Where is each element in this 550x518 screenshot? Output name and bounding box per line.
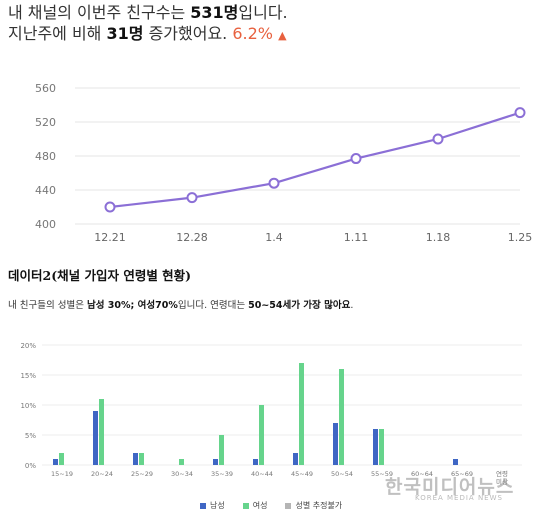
x-tick-label: 55~59 [371, 470, 393, 478]
x-tick-label: 25~29 [131, 470, 153, 478]
series-line [109, 111, 521, 209]
bar [93, 411, 98, 465]
chart-legend: 남성 여성 성별 추정불가 [200, 500, 342, 511]
x-tick-label: 35~39 [211, 470, 233, 478]
legend-label: 성별 추정불가 [295, 501, 343, 510]
summary-text: 입니다. 연령대는 [177, 300, 249, 311]
bar [179, 459, 184, 465]
bar [139, 453, 144, 465]
y-tick-label: 10% [20, 402, 36, 410]
data-point [104, 201, 116, 213]
friend-count-line-chart: 400 440 480 520 560 12.21 12.28 1.4 1.11 1.18 1.25 [35, 82, 533, 244]
x-tick-label: 1.4 [265, 231, 283, 244]
bar [333, 423, 338, 465]
x-tick-label: 30~34 [171, 470, 193, 478]
watermark-subtitle: KOREA MEDIA NEWS [415, 494, 503, 502]
legend-item: 성별 추정불가 [285, 500, 342, 511]
x-tick-label: 연령 [496, 470, 508, 478]
data-point [186, 192, 198, 204]
legend-swatch [285, 502, 292, 509]
growth-percent: 6.2% [232, 24, 274, 43]
legend-label: 남성 [210, 501, 225, 510]
x-tick-label: 60~64 [411, 470, 433, 478]
bar [253, 459, 258, 465]
bar [373, 429, 378, 465]
legend-swatch [200, 502, 206, 509]
section-title: 데이터2(채널 가입자 연령별 현황) [8, 268, 192, 283]
summary-text: 내 친구들의 성별은 [8, 300, 87, 311]
top-age-group: 50~54세가 가장 많아요 [248, 300, 351, 311]
friend-delta: 31명 [106, 24, 144, 43]
y-tick-label: 15% [20, 372, 36, 380]
gender-age-summary: 내 친구들의 성별은 남성 30%; 여성70%입니다. 연령대는 50~54세… [8, 297, 353, 311]
y-tick-label: 400 [35, 218, 56, 231]
header-text: 입니다. [238, 3, 288, 22]
female-share: 여성70% [137, 300, 178, 311]
data-point [268, 177, 280, 189]
summary-sep: ; [130, 300, 138, 311]
bar [99, 399, 104, 465]
legend-item: 남성 [200, 500, 225, 511]
bar [379, 429, 384, 465]
y-tick-label: 440 [35, 184, 56, 197]
x-tick-label: 65~69 [451, 470, 473, 478]
y-tick-label: 520 [35, 116, 56, 129]
header-line-1: 내 채널의 이번주 친구수는 531명입니다. [8, 2, 548, 23]
header-line-2: 지난주에 비해 31명 증가했어요. 6.2% ▲ [8, 23, 548, 46]
bar [219, 435, 224, 465]
x-tick-label: 40~44 [251, 470, 273, 478]
bar [339, 369, 344, 465]
data-point [350, 153, 362, 165]
x-tick-label: 1.11 [344, 231, 369, 244]
header-text: 지난주에 비해 [8, 24, 107, 43]
header-text: 증가했어요. [143, 24, 233, 43]
legend-label: 여성 [252, 501, 268, 510]
bar [53, 459, 58, 465]
bar [213, 459, 218, 465]
bar [453, 459, 458, 465]
bar [59, 453, 64, 465]
y-tick-label: 480 [35, 150, 56, 163]
x-tick-label: 50~54 [331, 470, 353, 478]
summary-text: . [350, 300, 354, 311]
friend-count: 531명 [190, 3, 239, 22]
bar [133, 453, 138, 465]
x-tick-label: 미상 [496, 477, 508, 486]
bar [259, 405, 264, 465]
y-tick-label: 5% [25, 432, 36, 440]
male-share: 남성 30% [86, 300, 131, 311]
x-tick-label: 45~49 [291, 470, 313, 478]
x-tick-label: 1.25 [508, 231, 533, 244]
x-tick-label: 12.21 [94, 231, 126, 244]
header-text: 내 채널의 이번주 친구수는 [8, 3, 191, 22]
data-point [514, 107, 526, 119]
summary-header: 내 채널의 이번주 친구수는 531명입니다. 지난주에 비해 31명 증가했어… [8, 2, 548, 46]
age-gender-bar-chart: 0% 5% 10% 15% 20% 15~19 20~24 25~29 30~34 35~39 40… [20, 342, 522, 486]
data-point [432, 133, 444, 145]
watermark-logo: 한국미디어뉴스 [385, 476, 515, 498]
x-tick-label: 20~24 [91, 470, 113, 478]
triangle-up-icon: ▲ [278, 29, 287, 42]
x-tick-label: 12.28 [176, 231, 208, 244]
bar [299, 363, 304, 465]
y-tick-label: 20% [20, 342, 36, 350]
x-tick-label: 1.18 [426, 231, 451, 244]
legend-swatch [242, 502, 249, 509]
bar [293, 453, 298, 465]
x-tick-label: 15~19 [51, 470, 73, 478]
legend-item: 여성 [242, 500, 268, 511]
y-tick-label: 0% [25, 462, 36, 470]
y-tick-label: 560 [35, 82, 56, 95]
